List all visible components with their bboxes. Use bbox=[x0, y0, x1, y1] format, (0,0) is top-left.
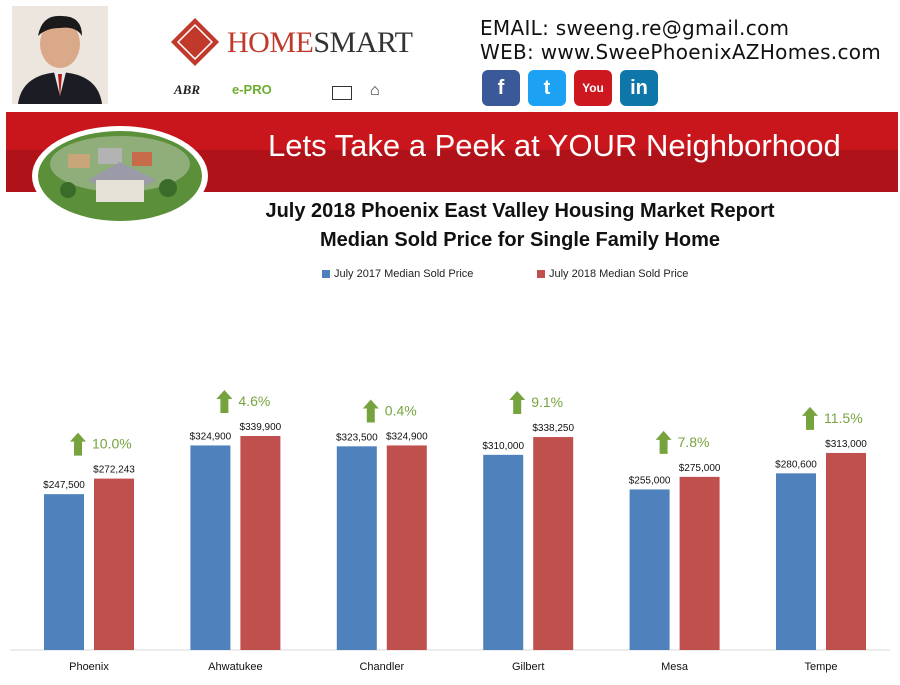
bar-ahwatukee-2018 bbox=[240, 436, 281, 650]
bar-chandler-2018 bbox=[386, 445, 427, 650]
change-label-mesa: 7.8% bbox=[678, 434, 710, 450]
bar-ahwatukee-2017 bbox=[190, 445, 231, 650]
homesmart-logo: HOMESMART bbox=[165, 12, 413, 72]
data-label-mesa-2017: $255,000 bbox=[629, 475, 671, 486]
brand-name-left: HOME bbox=[227, 26, 314, 59]
twitter-icon[interactable]: t bbox=[528, 70, 566, 106]
up-arrow-icon bbox=[509, 391, 526, 415]
change-label-chandler: 0.4% bbox=[385, 402, 417, 418]
bar-phoenix-2018 bbox=[94, 478, 134, 650]
up-arrow-icon bbox=[802, 406, 818, 430]
legend-item-2018: July 2018 Median Sold Price bbox=[537, 268, 688, 280]
brand-name-right: SMART bbox=[313, 26, 413, 59]
category-label-chandler: Chandler bbox=[359, 661, 404, 673]
agent-avatar bbox=[12, 6, 108, 104]
up-arrow-icon bbox=[655, 430, 672, 454]
data-label-mesa-2018: $275,000 bbox=[679, 463, 721, 474]
badge-abr: ABR bbox=[174, 82, 201, 97]
contact-email[interactable]: EMAIL: sweeng.re@gmail.com bbox=[480, 16, 790, 40]
category-label-tempe: Tempe bbox=[804, 661, 837, 673]
category-label-phoenix: Phoenix bbox=[69, 661, 109, 673]
chart-subtitle: Median Sold Price for Single Family Home bbox=[319, 229, 721, 251]
bar-tempe-2018 bbox=[826, 452, 866, 650]
chart-title: July 2018 Phoenix East Valley Housing Ma… bbox=[265, 200, 775, 222]
legend-swatch-2017 bbox=[322, 270, 330, 279]
bar-chandler-2017 bbox=[336, 446, 377, 650]
bar-gilbert-2017 bbox=[483, 454, 524, 650]
equal-housing-icon: ⌂ bbox=[370, 82, 380, 99]
banner-text: Lets Take a Peek at YOUR Neighborhood bbox=[268, 128, 841, 163]
data-label-phoenix-2018: $272,243 bbox=[93, 465, 135, 476]
certification-badges: ABR e-PRO ⌂ bbox=[118, 80, 398, 106]
legend-swatch-2018 bbox=[537, 270, 545, 279]
neighborhood-globe-icon bbox=[28, 120, 212, 228]
data-label-ahwatukee-2017: $324,900 bbox=[190, 431, 232, 442]
change-label-tempe: 11.5% bbox=[824, 410, 863, 426]
data-label-phoenix-2017: $247,500 bbox=[43, 480, 85, 491]
bar-tempe-2017 bbox=[776, 473, 816, 650]
badge-epro: e-PRO bbox=[232, 82, 272, 97]
contact-info: EMAIL: sweeng.re@gmail.com WEB: www.Swee… bbox=[480, 16, 881, 64]
up-arrow-icon bbox=[216, 390, 233, 413]
data-label-gilbert-2017: $310,000 bbox=[482, 441, 524, 452]
bar-mesa-2018 bbox=[679, 476, 720, 650]
up-arrow-icon bbox=[362, 399, 379, 423]
data-label-gilbert-2018: $338,250 bbox=[532, 423, 574, 434]
change-label-ahwatukee: 4.6% bbox=[238, 393, 270, 409]
up-arrow-icon bbox=[70, 432, 86, 456]
data-label-chandler-2018: $324,900 bbox=[386, 431, 428, 442]
youtube-icon[interactable]: You bbox=[574, 70, 612, 106]
change-label-phoenix: 10.0% bbox=[92, 436, 132, 452]
bar-mesa-2017 bbox=[629, 489, 670, 650]
data-label-tempe-2017: $280,600 bbox=[775, 459, 817, 470]
category-label-ahwatukee: Ahwatukee bbox=[208, 661, 262, 673]
legend-label-2017: July 2017 Median Sold Price bbox=[334, 268, 474, 280]
bar-phoenix-2017 bbox=[44, 494, 84, 650]
category-label-gilbert: Gilbert bbox=[512, 661, 544, 673]
bar-gilbert-2018 bbox=[533, 437, 574, 650]
header: HOMESMART ABR e-PRO ⌂ EMAIL: sweeng.re@g… bbox=[0, 0, 900, 110]
linkedin-icon[interactable]: in bbox=[620, 70, 658, 106]
legend-label-2018: July 2018 Median Sold Price bbox=[549, 268, 689, 280]
facebook-icon[interactable]: f bbox=[482, 70, 520, 106]
legend-item-2017: July 2017 Median Sold Price bbox=[322, 268, 473, 280]
category-label-mesa: Mesa bbox=[661, 661, 689, 673]
data-label-ahwatukee-2018: $339,900 bbox=[240, 422, 282, 433]
mls-icon bbox=[332, 86, 352, 100]
change-label-gilbert: 9.1% bbox=[531, 394, 563, 410]
data-label-chandler-2017: $323,500 bbox=[336, 432, 378, 443]
contact-web[interactable]: WEB: www.SweePhoenixAZHomes.com bbox=[480, 40, 882, 64]
data-label-tempe-2018: $313,000 bbox=[825, 439, 867, 450]
bar-chart: $247,500 $272,243 10.0% Phoenix $324,900 $339… bbox=[10, 390, 890, 673]
